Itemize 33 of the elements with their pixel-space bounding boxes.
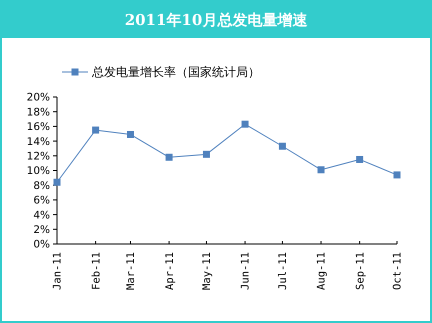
y-tick-label: 20% [26,92,50,104]
x-tick-label: Mar-11 [125,252,138,290]
y-tick-label: 4% [33,209,50,222]
x-tick-label: May-11 [201,252,214,290]
x-tick-label: Jun-11 [240,252,252,290]
y-tick-label: 18% [26,106,50,118]
x-tick-label: Aug-11 [316,252,328,290]
chart-title: 2011年10月总发电量增速 [124,11,308,29]
point [126,130,134,138]
y-tick-label: 12% [26,150,50,162]
point [202,150,210,158]
x-tick-label: Jan-11 [52,252,64,290]
point [166,154,173,161]
y-tick-label: 2% [33,224,50,236]
y-tick-label: 10% [26,165,50,178]
point [54,178,60,186]
x-tick-label: Jul-11 [277,252,290,290]
point [278,142,286,150]
y-tick-label: 16% [26,121,50,134]
point [318,166,325,174]
y-tick-label: 8% [33,180,50,192]
legend-label: 总发电量增长率（国家统计局） [91,65,260,80]
point [356,156,364,163]
x-tick-label: Sep-11 [354,252,366,290]
y-tick-label: 6% [33,194,50,207]
x-tick-label: Feb-11 [90,252,102,290]
y-tick-label: 14% [26,136,50,148]
y-tick-label: 0% [33,238,50,251]
point [242,120,249,128]
point [92,126,100,134]
x-tick-label: Apr-11 [164,252,176,290]
point [394,171,400,178]
x-tick-label: Oct-11 [392,252,404,290]
